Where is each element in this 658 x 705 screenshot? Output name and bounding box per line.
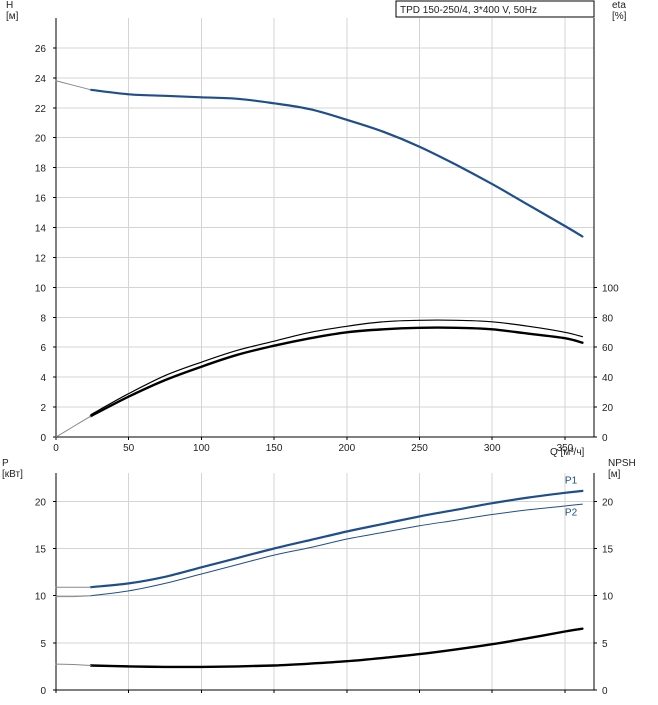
right-tick-label: 20 xyxy=(602,497,614,508)
right-tick-label: 40 xyxy=(602,373,614,384)
series-line xyxy=(89,326,584,418)
x-tick-label: 150 xyxy=(266,443,283,454)
right-tick-label: 15 xyxy=(602,544,614,555)
right-tick-label: 10 xyxy=(602,592,614,603)
series-line xyxy=(55,415,92,438)
series-line xyxy=(90,319,583,416)
left-tick-label: 5 xyxy=(40,639,46,650)
left-tick-label: 0 xyxy=(40,686,46,697)
left-tick-label: 22 xyxy=(35,104,47,115)
series-line-p2 xyxy=(90,503,583,597)
top-axes xyxy=(53,18,597,440)
series-line xyxy=(55,663,92,666)
left-tick-label: 6 xyxy=(40,343,46,354)
right-tick-label: 0 xyxy=(602,433,608,444)
top-series xyxy=(55,80,584,438)
bottom-right-axis-label: NPSH [м] xyxy=(608,458,636,480)
series-line xyxy=(55,595,92,598)
x-tick-label: 300 xyxy=(484,443,501,454)
left-tick-label: 20 xyxy=(35,497,47,508)
left-tick-label: 18 xyxy=(35,164,47,175)
left-tick-label: 0 xyxy=(40,433,46,444)
series-line xyxy=(55,80,92,91)
left-tick-label: 24 xyxy=(35,74,47,85)
series-label-p1: P1 xyxy=(565,475,578,486)
x-tick-label: 200 xyxy=(338,443,355,454)
x-tick-label: 100 xyxy=(193,443,210,454)
title-box xyxy=(395,0,595,18)
bottom-series xyxy=(55,489,584,669)
bottom-left-axis-label: P [кВт] xyxy=(2,458,23,480)
right-tick-label: 5 xyxy=(602,639,608,650)
top-right-axis-label: eta [%] xyxy=(612,0,627,22)
top-grid xyxy=(56,18,594,437)
x-tick-label: 350 xyxy=(557,443,574,454)
bottom-series-labels: P1 P2 xyxy=(565,475,578,518)
series-line-p1 xyxy=(89,489,584,589)
x-axis-label: Q [м³/ч] xyxy=(550,447,585,458)
left-tick-label: 12 xyxy=(35,253,47,264)
left-tick-label: 20 xyxy=(35,134,47,145)
right-tick-label: 60 xyxy=(602,343,614,354)
right-tick-label: 80 xyxy=(602,313,614,324)
series-line xyxy=(89,88,584,238)
left-tick-label: 10 xyxy=(35,283,47,294)
x-tick-label: 50 xyxy=(123,443,135,454)
left-tick-label: 10 xyxy=(35,592,47,603)
top-left-axis-label: H [м] xyxy=(6,0,19,22)
x-tick-label: 250 xyxy=(411,443,428,454)
left-tick-label: 2 xyxy=(40,403,46,414)
bottom-axes xyxy=(53,473,597,693)
left-tick-label: 4 xyxy=(40,373,46,384)
right-tick-label: 0 xyxy=(602,686,608,697)
right-tick-label: 100 xyxy=(602,283,619,294)
chart-title: TPD 150-250/4, 3*400 V, 50Hz xyxy=(400,5,537,16)
left-tick-label: 14 xyxy=(35,224,47,235)
series-line xyxy=(89,627,584,669)
left-tick-label: 8 xyxy=(40,313,46,324)
x-tick-label: 0 xyxy=(53,443,59,454)
left-tick-label: 26 xyxy=(35,44,47,55)
bottom-tick-labels: 0 5 10 15 20 0 5 10 15 20 xyxy=(35,497,614,697)
right-tick-label: 20 xyxy=(602,403,614,414)
left-tick-label: 16 xyxy=(35,194,47,205)
series-label-p2: P2 xyxy=(565,507,578,518)
left-tick-label: 15 xyxy=(35,544,47,555)
